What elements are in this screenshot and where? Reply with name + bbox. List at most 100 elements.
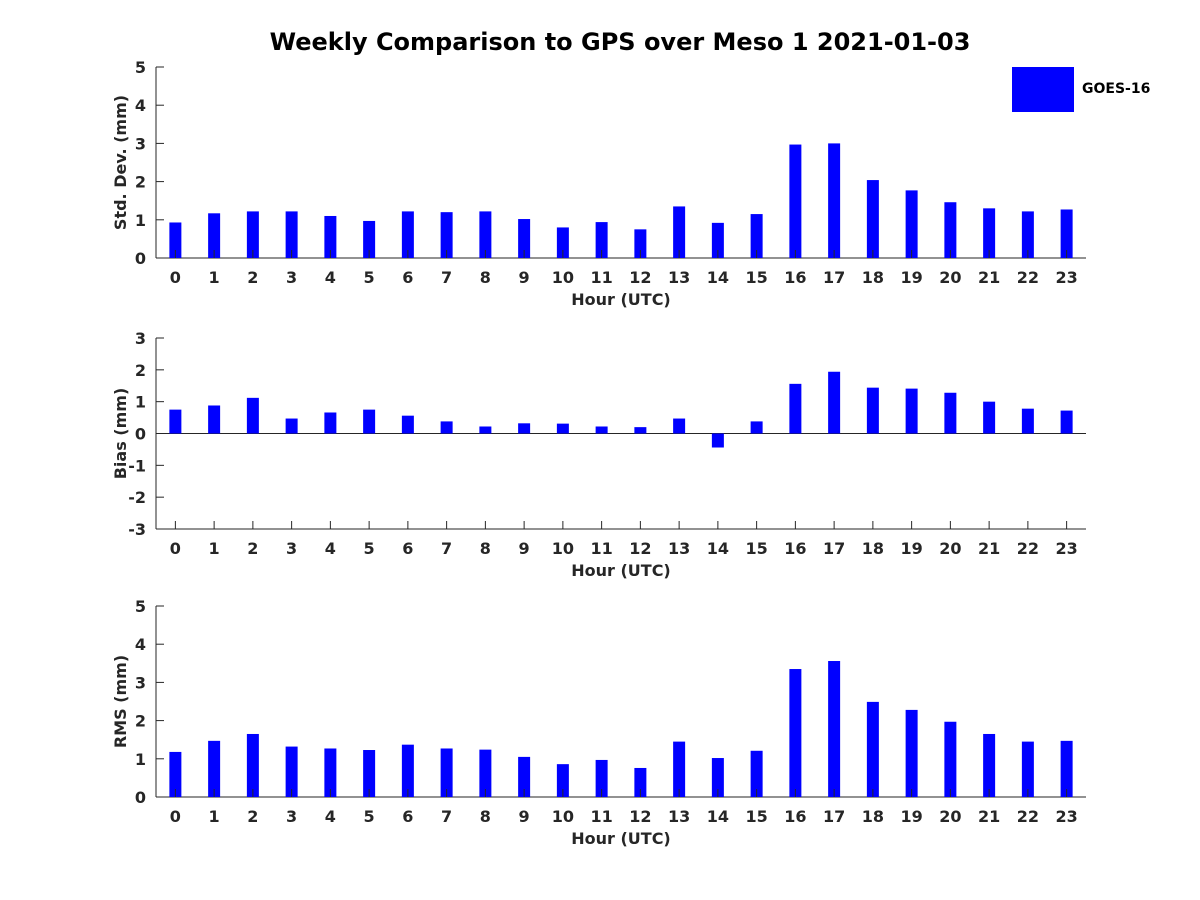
bar [711, 758, 724, 797]
bar [944, 202, 957, 258]
bar [285, 746, 298, 797]
bar [905, 190, 918, 258]
x-tick-label: 7 [441, 268, 452, 287]
legend: GOES-16 [1012, 67, 1172, 112]
bar [208, 405, 221, 434]
x-tick-label: 14 [707, 807, 729, 826]
x-tick-label: 14 [707, 539, 729, 558]
y-tick-label: 3 [135, 329, 146, 348]
bar [866, 387, 879, 434]
x-tick-label: 2 [247, 268, 258, 287]
x-tick-label: 19 [900, 807, 922, 826]
y-tick-label: -3 [128, 520, 146, 539]
x-tick-label: 18 [862, 539, 884, 558]
x-tick-label: 21 [978, 268, 1000, 287]
bar [828, 143, 841, 258]
bar [401, 744, 414, 797]
bar [711, 222, 724, 258]
bar [866, 701, 879, 797]
x-tick-label: 0 [170, 539, 181, 558]
y-tick-label: 1 [135, 211, 146, 230]
x-tick-label: 2 [247, 539, 258, 558]
x-tick-label: 22 [1017, 539, 1039, 558]
x-tick-label: 13 [668, 539, 690, 558]
x-tick-label: 19 [900, 539, 922, 558]
x-tick-label: 20 [939, 807, 961, 826]
x-tick-label: 1 [209, 268, 220, 287]
x-axis-label: Hour (UTC) [571, 829, 671, 848]
bar [401, 415, 414, 434]
bar [983, 401, 996, 434]
bar [246, 397, 259, 434]
x-tick-label: 12 [629, 807, 651, 826]
bar [208, 213, 221, 258]
legend-label: GOES-16 [1082, 81, 1151, 97]
bar [1060, 740, 1073, 797]
x-tick-label: 3 [286, 807, 297, 826]
bar [246, 733, 259, 797]
y-tick-label: 3 [135, 134, 146, 153]
y-tick-label: 5 [135, 58, 146, 77]
y-tick-label: 1 [135, 750, 146, 769]
chart-title: Weekly Comparison to GPS over Meso 1 202… [269, 28, 971, 56]
bar [789, 669, 802, 797]
x-tick-label: 16 [784, 807, 806, 826]
bar [324, 215, 337, 258]
x-tick-label: 5 [364, 539, 375, 558]
x-tick-label: 12 [629, 268, 651, 287]
bar [944, 392, 957, 434]
bar [750, 750, 763, 797]
y-axis-label: Bias (mm) [111, 388, 130, 480]
bar [828, 661, 841, 797]
bar [1021, 211, 1034, 258]
bar [169, 409, 182, 434]
x-tick-label: 20 [939, 539, 961, 558]
bar [479, 749, 492, 797]
bar [673, 418, 686, 434]
bar [750, 421, 763, 434]
bar [440, 748, 453, 797]
y-tick-label: 0 [135, 249, 146, 268]
bar [208, 740, 221, 797]
x-tick-label: 6 [402, 807, 413, 826]
x-tick-label: 5 [364, 807, 375, 826]
bar [595, 426, 608, 434]
x-tick-label: 0 [170, 268, 181, 287]
x-tick-label: 10 [552, 268, 574, 287]
x-tick-label: 11 [590, 268, 612, 287]
bar [905, 709, 918, 797]
legend-swatch [1012, 67, 1074, 112]
bar [556, 764, 569, 797]
bar [169, 751, 182, 797]
bar [866, 180, 879, 258]
x-tick-label: 15 [745, 268, 767, 287]
bar [1021, 408, 1034, 434]
x-tick-label: 1 [209, 539, 220, 558]
y-tick-label: 3 [135, 673, 146, 692]
x-tick-label: 4 [325, 268, 336, 287]
x-tick-label: 17 [823, 807, 845, 826]
x-tick-label: 10 [552, 539, 574, 558]
y-axis-label: RMS (mm) [111, 655, 130, 748]
x-tick-label: 1 [209, 807, 220, 826]
x-tick-label: 19 [900, 268, 922, 287]
bar [518, 756, 531, 797]
x-tick-label: 4 [325, 807, 336, 826]
y-tick-label: -2 [128, 488, 146, 507]
y-tick-label: 4 [135, 96, 146, 115]
x-tick-label: 9 [519, 268, 530, 287]
bar [789, 383, 802, 434]
y-tick-label: 2 [135, 173, 146, 192]
x-tick-label: 23 [1055, 807, 1077, 826]
y-tick-label: 1 [135, 393, 146, 412]
x-tick-label: 10 [552, 807, 574, 826]
x-tick-label: 6 [402, 539, 413, 558]
x-tick-label: 9 [519, 539, 530, 558]
x-tick-label: 23 [1055, 268, 1077, 287]
bar [789, 144, 802, 258]
bar [518, 219, 531, 258]
x-tick-label: 15 [745, 539, 767, 558]
x-tick-label: 18 [862, 268, 884, 287]
bar [905, 388, 918, 434]
